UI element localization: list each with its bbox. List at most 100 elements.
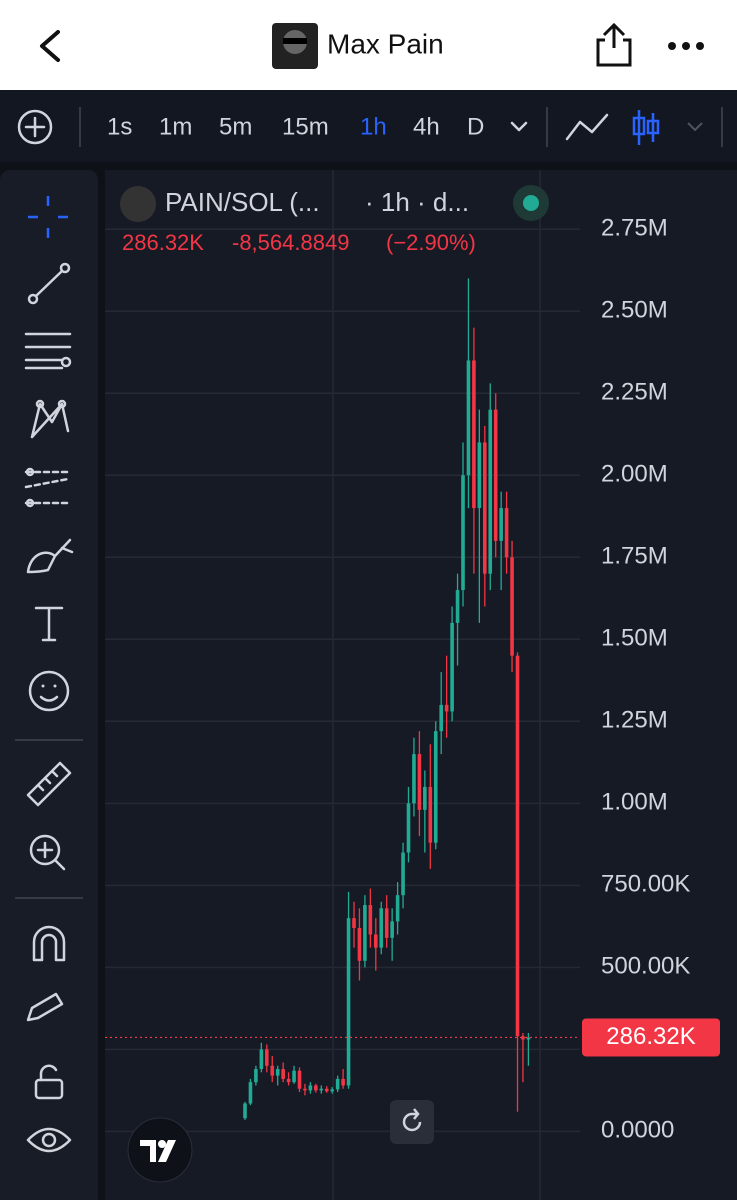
candle-body (330, 1089, 334, 1092)
y-tick-label: 2.50M (601, 297, 668, 324)
y-tick-label: 1.25M (601, 707, 668, 734)
candle-body (384, 908, 389, 938)
candle-body (297, 1070, 302, 1089)
candle-body (510, 557, 514, 656)
y-tick-label: 1.75M (601, 543, 668, 570)
chart-type-dropdown[interactable] (687, 122, 703, 132)
candle-body (461, 475, 465, 591)
candle-body (395, 895, 400, 922)
y-tick-label: 750.00K (601, 871, 690, 898)
y-tick-label: 2.25M (601, 379, 668, 406)
lock-tool[interactable] (34, 1064, 64, 1100)
reset-button[interactable] (390, 1100, 434, 1144)
more-button[interactable] (668, 42, 704, 50)
candle-body (292, 1070, 296, 1083)
share-button[interactable] (596, 22, 632, 67)
last-price-tag (582, 1018, 720, 1057)
candle-body (341, 1078, 345, 1086)
candle-body (455, 590, 460, 623)
interval-dropdown[interactable] (510, 121, 528, 132)
interval-button[interactable]: 15m (282, 113, 329, 140)
lock-draw-tool[interactable] (26, 992, 64, 1022)
candle-body (433, 731, 438, 843)
candle-body (275, 1069, 280, 1076)
magnet-tool[interactable] (32, 925, 66, 962)
zoom-tool[interactable] (29, 834, 66, 871)
crosshair-tool[interactable] (28, 196, 68, 238)
line-chart-button[interactable] (565, 113, 609, 141)
candle-body (493, 409, 498, 541)
candles (243, 278, 531, 1120)
candle-body (499, 508, 503, 541)
y-tick-label: 0.0000 (601, 1117, 674, 1144)
candle-body (379, 908, 384, 948)
y-tick-label: 1.00M (601, 789, 668, 816)
visibility-tool[interactable] (26, 1127, 72, 1153)
candle-body (472, 360, 476, 509)
y-tick-label: 2.75M (601, 215, 668, 242)
last-price: 286.32K (122, 230, 204, 255)
candle-body (423, 786, 427, 810)
grid: 0.0000250.00K500.00K750.00K1.00M1.25M1.5… (105, 215, 690, 1144)
candle-body (390, 921, 394, 938)
add-button[interactable] (17, 109, 53, 145)
legend: PAIN/SOL (... · 1h · d... 286.32K -8,564… (120, 185, 549, 255)
candle-body (324, 1088, 329, 1092)
candle-body (406, 803, 411, 853)
interval-button[interactable]: 1h (360, 113, 387, 140)
avatar (272, 23, 318, 69)
tradingview-logo[interactable] (127, 1117, 193, 1183)
drawing-tools (15, 196, 83, 1153)
candle-body (515, 655, 520, 1037)
candle-body (488, 409, 493, 574)
candle-body (466, 360, 471, 476)
y-tick-label: 2.00M (601, 461, 668, 488)
status-dot (523, 195, 539, 211)
candle-body (281, 1069, 285, 1079)
candle-body (270, 1065, 275, 1076)
candle-body (412, 754, 416, 804)
interval-button[interactable]: 1m (159, 113, 192, 140)
measure-tool[interactable] (26, 761, 72, 807)
text-tool[interactable] (34, 606, 64, 642)
candle-body (352, 918, 356, 928)
last-price-label: 286.32K (606, 1023, 695, 1050)
interval-button[interactable]: 5m (219, 113, 252, 140)
trend-line-tool[interactable] (27, 262, 71, 305)
candle-body (335, 1078, 340, 1090)
candle-body (439, 704, 443, 732)
candle-body (417, 754, 422, 810)
interval-text: · 1h · d... (365, 187, 469, 217)
title: Max Pain (327, 28, 444, 59)
brush-tool[interactable] (26, 538, 74, 574)
interval-button[interactable]: 1s (107, 113, 132, 140)
y-tick-label: 1.50M (601, 625, 668, 652)
back-button[interactable] (40, 30, 60, 62)
candle-body (346, 918, 351, 1086)
candle-body (521, 1036, 525, 1040)
candle-body (265, 1049, 269, 1066)
candle-body (526, 1037, 531, 1040)
interval-button[interactable]: D (467, 113, 484, 140)
candle-body (319, 1088, 324, 1091)
drawing-toolbar (0, 170, 98, 1200)
candle-body (428, 786, 433, 843)
forecast-tool[interactable] (24, 467, 72, 508)
candle-chart-button[interactable] (632, 110, 660, 145)
candle-body (363, 905, 367, 961)
candle-body (243, 1103, 247, 1119)
price-tag: 286.32K (105, 1018, 720, 1057)
candle-body (303, 1088, 307, 1091)
symbol: PAIN/SOL (... (165, 187, 320, 217)
fib-tool[interactable] (24, 332, 72, 370)
emoji-tool[interactable] (28, 670, 70, 712)
candle-body (477, 442, 482, 509)
candle-body (259, 1049, 264, 1070)
candle-body (286, 1078, 291, 1083)
candle-body (504, 508, 509, 558)
candle-body (374, 934, 378, 948)
candle-body (357, 927, 362, 961)
pattern-tool[interactable] (30, 399, 70, 439)
interval-button[interactable]: 4h (413, 113, 440, 140)
